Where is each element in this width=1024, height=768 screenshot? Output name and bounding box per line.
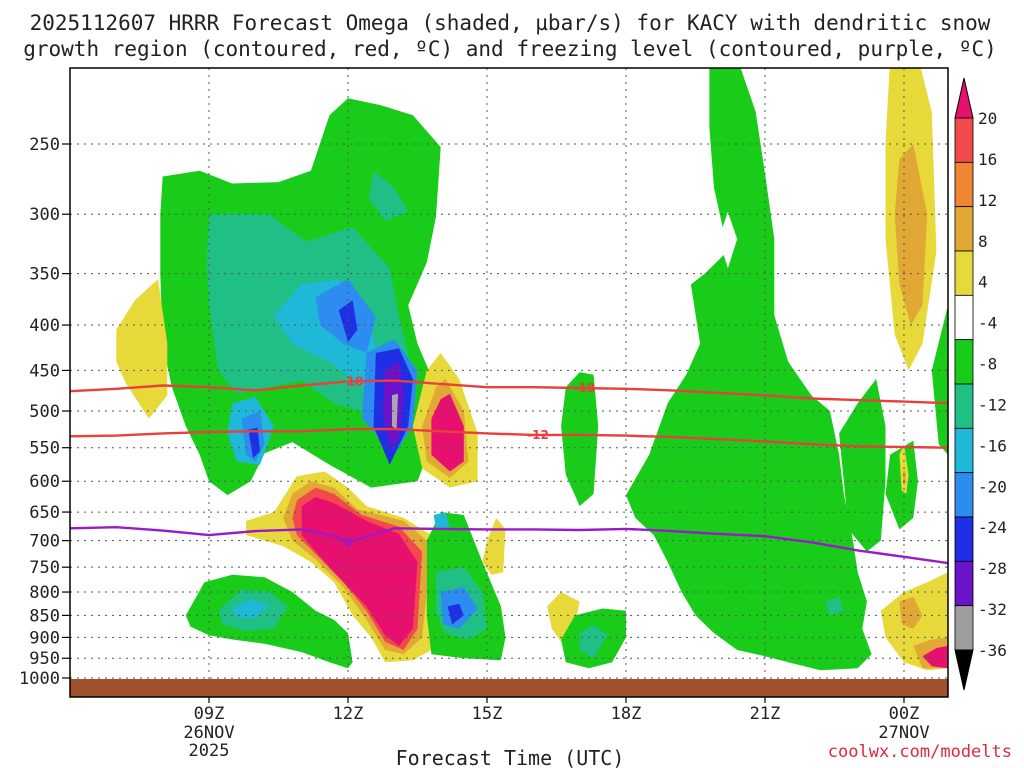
omega-colorbar: 20 16 12 8 4 -4 -8 -12 -16 -20 -24 -28 -32 -36 bbox=[954, 77, 1007, 691]
colorbar-label-2: 12 bbox=[978, 191, 997, 210]
omega-region-28 bbox=[433, 512, 450, 530]
colorbar-top-arrow bbox=[954, 77, 974, 119]
omega-region-40 bbox=[894, 144, 928, 325]
omega-region-36 bbox=[825, 596, 844, 616]
omega-region-27 bbox=[447, 603, 464, 625]
colorbar-label-6: -8 bbox=[978, 355, 997, 374]
omega-region-30 bbox=[547, 592, 580, 642]
chart-title-line-2: growth region (contoured, red, ºC) and f… bbox=[23, 37, 997, 61]
colorbar-label-4: 4 bbox=[978, 273, 988, 292]
y-axis-pressure-ticks: 2503003504004505005506006507007508008509… bbox=[19, 135, 70, 689]
colorbar-label-3: 8 bbox=[978, 232, 988, 251]
omega-region-29 bbox=[482, 517, 506, 575]
ytick-label-600: 600 bbox=[29, 472, 60, 492]
xtick-label-15Z: 15Z bbox=[472, 704, 503, 724]
colorbar-swatch-9 bbox=[954, 472, 974, 518]
omega-region-23 bbox=[232, 599, 270, 618]
colorbar-label-5: -4 bbox=[978, 314, 997, 333]
xtick-label-12Z: 12Z bbox=[333, 704, 364, 724]
ytick-label-800: 800 bbox=[29, 583, 60, 603]
ytick-label-450: 450 bbox=[29, 361, 60, 381]
colorbar-swatch-10 bbox=[954, 516, 974, 562]
xtick-label-00Z: 00Z bbox=[889, 704, 920, 724]
omega-region-37 bbox=[839, 378, 886, 552]
ytick-label-250: 250 bbox=[29, 135, 60, 155]
colorbar-swatch-11 bbox=[954, 560, 974, 607]
chart-title-line-1: 2025112607 HRRR Forecast Omega (shaded, … bbox=[30, 11, 991, 35]
contour-label-dgz-bottom-0: -12 bbox=[527, 428, 549, 442]
contour-dgz-bottom bbox=[70, 427, 948, 449]
colorbar-swatch-6 bbox=[954, 339, 974, 385]
ground-surface bbox=[70, 679, 948, 697]
contour-label-freezing-level-0: 0 bbox=[344, 535, 352, 549]
colorbar-swatch-4 bbox=[954, 250, 974, 296]
colorbar-swatch-2 bbox=[954, 161, 974, 208]
colorbar-label-12: -32 bbox=[978, 600, 1007, 619]
omega-region-48 bbox=[922, 645, 948, 669]
ytick-label-700: 700 bbox=[29, 532, 60, 552]
contour-freezing-level bbox=[70, 525, 948, 565]
colorbar-label-7: -12 bbox=[978, 395, 1007, 414]
ytick-label-850: 850 bbox=[29, 606, 60, 626]
colorbar-swatch-8 bbox=[954, 427, 974, 474]
omega-region-41 bbox=[899, 444, 909, 494]
ytick-label-500: 500 bbox=[29, 402, 60, 422]
ytick-label-950: 950 bbox=[29, 649, 60, 669]
ytick-label-550: 550 bbox=[29, 439, 60, 459]
omega-region-5 bbox=[368, 170, 409, 221]
colorbar-label-13: -36 bbox=[978, 641, 1007, 660]
xtick-year-09Z: 2025 bbox=[189, 741, 230, 761]
temperature-contours: -18 -18 -12 0 bbox=[70, 374, 948, 565]
xtick-label-21Z: 21Z bbox=[750, 704, 781, 724]
colorbar-label-1: 16 bbox=[978, 150, 997, 169]
omega-region-33 bbox=[579, 624, 608, 659]
colorbar-label-11: -28 bbox=[978, 559, 1007, 578]
contour-label-dgz-top-1: -18 bbox=[573, 381, 595, 395]
colorbar-label-0: 20 bbox=[978, 109, 997, 128]
colorbar-bottom-arrow bbox=[954, 649, 974, 691]
omega-region-34 bbox=[626, 68, 872, 671]
omega-region-13 bbox=[116, 279, 168, 419]
site-credit: coolwx.com/modelts bbox=[828, 742, 1012, 762]
omega-region-46 bbox=[899, 596, 923, 629]
colorbar-swatch-5 bbox=[954, 294, 974, 341]
omega-region-35 bbox=[718, 211, 738, 269]
colorbar-swatch-3 bbox=[954, 206, 974, 252]
ytick-label-650: 650 bbox=[29, 503, 60, 523]
ytick-label-350: 350 bbox=[29, 265, 60, 285]
xtick-label-18Z: 18Z bbox=[611, 704, 642, 724]
ytick-label-1000: 1000 bbox=[19, 669, 60, 689]
x-axis-label: Forecast Time (UTC) bbox=[396, 746, 625, 768]
colorbar-swatch-1 bbox=[954, 117, 974, 163]
contour-label-dgz-top-0: -18 bbox=[342, 374, 364, 388]
xtick-date-00Z: 27NOV bbox=[878, 723, 929, 743]
omega-region-20 bbox=[301, 497, 418, 646]
colorbar-swatch-7 bbox=[954, 383, 974, 429]
omega-region-12 bbox=[248, 427, 260, 459]
contour-dgz-top bbox=[70, 379, 948, 405]
omega-region-44 bbox=[931, 305, 948, 455]
ytick-label-900: 900 bbox=[29, 628, 60, 648]
omega-region-9 bbox=[392, 393, 398, 430]
omega-region-31 bbox=[561, 372, 599, 507]
ytick-label-750: 750 bbox=[29, 558, 60, 578]
ytick-label-300: 300 bbox=[29, 205, 60, 225]
colorbar-swatch-12 bbox=[954, 605, 974, 651]
omega-shading bbox=[116, 68, 948, 671]
ytick-label-400: 400 bbox=[29, 316, 60, 336]
colorbar-label-8: -16 bbox=[978, 436, 1007, 455]
xtick-date-09Z: 26NOV bbox=[183, 723, 234, 743]
plot-frame bbox=[69, 67, 949, 698]
xtick-label-09Z: 09Z bbox=[194, 704, 225, 724]
colorbar-label-10: -24 bbox=[978, 518, 1007, 537]
colorbar-label-9: -20 bbox=[978, 477, 1007, 496]
